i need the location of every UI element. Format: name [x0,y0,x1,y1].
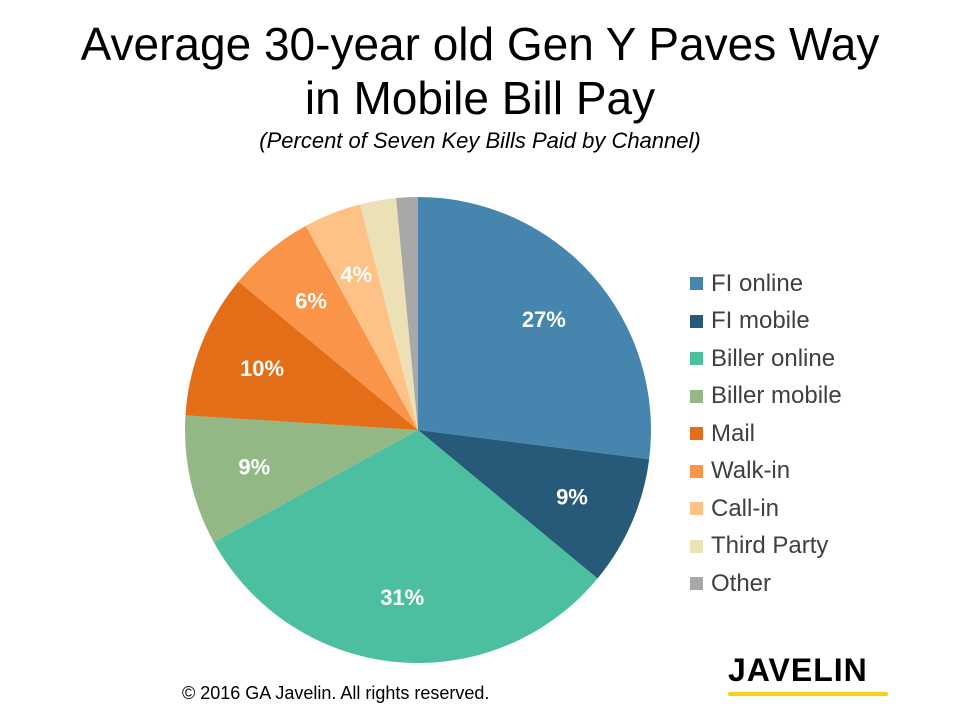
legend-item: Biller mobile [690,378,842,416]
legend-swatch [690,352,703,366]
legend-item: FI online [690,265,842,303]
javelin-logo: JAVELIN [728,652,868,688]
legend-swatch [690,427,703,441]
legend-label: Biller online [711,344,836,372]
copyright-text: © 2016 GA Javelin. All rights reserved. [182,683,490,703]
legend-label: Other [711,569,772,597]
pie-slice-walk-in [238,225,418,430]
chart-title-line2: in Mobile Bill Pay [304,72,656,124]
legend-swatch [690,277,703,291]
legend-swatch [690,464,703,478]
legend-swatch [690,502,703,516]
data-label-mail: 10% [240,356,284,381]
pie-slice-biller-online [213,430,598,663]
legend-label: Walk-in [711,457,791,485]
legend-item: Third Party [690,528,842,566]
data-label-biller-online: 31% [380,585,424,610]
logo-underline [728,692,888,696]
pie-slice-third-party [360,198,418,430]
pie-slice-mail [185,281,418,430]
legend-item: Biller online [690,340,842,378]
legend-label: Biller mobile [711,382,842,410]
legend-swatch [690,389,703,403]
data-label-call-in: 4% [340,262,372,287]
legend-swatch [690,539,703,553]
data-label-fi-online: 27% [522,307,566,332]
legend-item: FI mobile [690,303,842,341]
pie-slice-biller-mobile [185,415,418,543]
legend-item: Mail [690,415,842,453]
chart-title-line1: Average 30-year old Gen Y Paves Way [80,18,880,70]
legend-label: FI mobile [711,307,810,335]
chart-subtitle: (Percent of Seven Key Bills Paid by Chan… [259,128,701,153]
legend-label: FI online [711,269,804,297]
legend-item: Other [690,565,842,603]
pie-slice-fi-online [418,197,651,460]
pie-slice-fi-mobile [418,430,650,579]
legend-item: Walk-in [690,453,842,491]
data-label-fi-mobile: 9% [556,485,588,510]
legend-label: Mail [711,419,756,447]
legend-item: Call-in [690,490,842,528]
legend-label: Call-in [711,494,780,522]
legend: FI online FI mobile Biller online Biller mo… [690,265,842,603]
legend-swatch [690,577,703,591]
pie-slice-call-in [305,204,418,430]
pie-slice-other [396,197,418,430]
legend-swatch [690,314,703,328]
data-label-biller-mobile: 9% [238,455,270,480]
legend-label: Third Party [711,532,829,560]
data-label-walk-in: 6% [295,289,327,314]
